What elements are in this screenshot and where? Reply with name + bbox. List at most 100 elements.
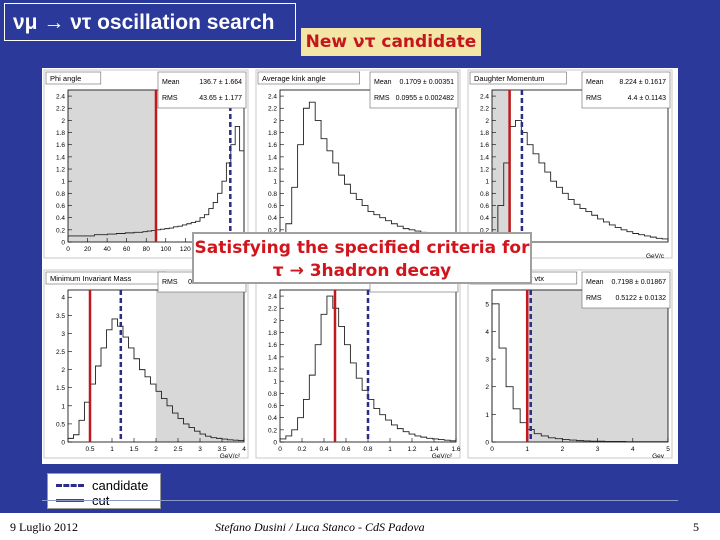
- panel-5-histogram: [491, 303, 669, 443]
- panel-3-histogram: [67, 318, 245, 442]
- panel-0-xtick-label-1: 20: [84, 246, 92, 253]
- panel-2-ytick-label-10: 2: [485, 118, 489, 125]
- panel-2-axes: [491, 89, 669, 243]
- panel-0-title: Phi angle: [50, 74, 81, 83]
- panel-3-xtick-label-1: 1: [110, 446, 114, 453]
- panel-1-title-box: [257, 71, 360, 85]
- panel-3-xtick-label-2: 1.5: [129, 446, 138, 453]
- panel-5-stat-value-1: 0.5122 ± 0.0132: [615, 295, 666, 302]
- slide-title: νμ → ντ oscillation search: [4, 3, 296, 41]
- panel-3-ytick-label-1: 0.5: [56, 421, 65, 428]
- panel-0-ytick-label-11: 2.2: [56, 106, 65, 113]
- panel-1-ytick-label-4: 0.8: [268, 191, 277, 198]
- candidate-swatch: [56, 483, 84, 487]
- panel-0-xtick-label-3: 60: [123, 246, 131, 253]
- panel-1-stat-value-0: 0.1709 ± 0.00351: [400, 79, 455, 86]
- panel-4-ytick-label-7: 1.4: [268, 354, 277, 361]
- panel-0-ytick-label-1: 0.2: [56, 227, 65, 234]
- panel-5-shaded-region: [527, 290, 668, 442]
- panel-2-stats-box: [581, 71, 671, 109]
- panel-5-xtick-label-1: 1: [525, 446, 529, 453]
- panel-0-histogram: [67, 126, 245, 242]
- panel-4-xunit: GeV/c²: [432, 453, 453, 460]
- panel-3-ytick-label-5: 2.5: [56, 349, 65, 356]
- panel-3-xtick-label-6: 3.5: [217, 446, 226, 453]
- panel-1-ytick-label-9: 1.8: [268, 130, 277, 137]
- panel-2-title-box: [469, 71, 567, 85]
- panel-1-ytick-label-1: 0.2: [268, 227, 277, 234]
- panel-4-xtick-label-0: 0: [278, 446, 282, 453]
- panel-5-xtick-label-5: 5: [666, 446, 670, 453]
- panel-2-ytick-label-4: 0.8: [480, 191, 489, 198]
- panel-0-xtick-label-2: 40: [103, 246, 111, 253]
- panel-0-ytick-label-4: 0.8: [56, 191, 65, 198]
- panel-4-frame: [255, 269, 461, 459]
- panel-5-ytick-label-0: 0: [485, 440, 489, 447]
- panel-5-stat-name-1: RMS: [586, 295, 602, 302]
- panel-0-ytick-label-10: 2: [61, 118, 65, 125]
- panel-5-stat-value-0: 0.7198 ± 0.01867: [612, 279, 667, 286]
- panel-0-xtick-label-5: 100: [160, 246, 171, 253]
- panel-5-xtick-label-3: 3: [596, 446, 600, 453]
- panel-2-ytick-label-7: 1.4: [480, 154, 489, 161]
- panel-3-ytick-label-8: 4: [61, 295, 65, 302]
- panel-1-stat-name-1: RMS: [374, 95, 390, 102]
- panel-3-xtick-label-4: 2.5: [173, 446, 182, 453]
- panel-3-ytick-label-7: 3.5: [56, 313, 65, 320]
- legend-candidate: candidate: [56, 478, 148, 493]
- panel-4-xtick-label-2: 0.4: [319, 446, 328, 453]
- panel-4-ytick-label-0: 0: [273, 440, 277, 447]
- panel-3-ytick-label-4: 2: [61, 367, 65, 374]
- panel-2-stat-name-0: Mean: [586, 79, 604, 86]
- panel-1-ytick-label-3: 0.6: [268, 203, 277, 210]
- footer-page-number: 5: [693, 520, 699, 534]
- panel-0-stat-name-1: RMS: [162, 95, 178, 102]
- panel-1-stats-box: [369, 71, 459, 109]
- panel-1-ytick-label-6: 1.2: [268, 167, 277, 174]
- panel-2-ytick-label-11: 2.2: [480, 106, 489, 113]
- panel-4-xtick-label-6: 1.2: [407, 446, 416, 453]
- panel-0-stat-value-0: 136.7 ± 1.664: [199, 79, 242, 86]
- panel-1-ytick-label-2: 0.4: [268, 215, 277, 222]
- panel-2-xunit: GeV/c: [646, 253, 665, 260]
- panel-2-ytick-label-2: 0.4: [480, 215, 489, 222]
- panel-2-stat-name-1: RMS: [586, 95, 602, 102]
- panel-2-ytick-label-8: 1.6: [480, 142, 489, 149]
- panel-5-xtick-label-2: 2: [561, 446, 565, 453]
- panel-0-xtick-label-4: 80: [143, 246, 151, 253]
- panel-5-xtick-label-0: 0: [490, 446, 494, 453]
- callout-line-2: τ → 3hadron decay: [272, 261, 452, 281]
- panel-5-ytick-label-2: 2: [485, 384, 489, 391]
- panel-4-ytick-label-12: 2.4: [268, 294, 277, 301]
- panel-0-ytick-label-6: 1.2: [56, 167, 65, 174]
- panel-4-ytick-label-5: 1: [273, 379, 277, 386]
- panel-2-shaded-region: [492, 90, 510, 242]
- panel-2-title: Daughter Momentum: [474, 74, 544, 83]
- panel-3-stat-name-0: RMS: [162, 279, 178, 286]
- panel-4-xtick-label-8: 1.6: [451, 446, 460, 453]
- panel-5-xunit: Gev: [652, 453, 665, 460]
- panel-2-ytick-label-9: 1.8: [480, 130, 489, 137]
- panel-4-ytick-label-6: 1.2: [268, 367, 277, 374]
- panel-0-shaded-region: [68, 90, 156, 242]
- panel-2-ytick-label-3: 0.6: [480, 203, 489, 210]
- panel-0-stat-value-1: 43.65 ± 1.177: [199, 95, 242, 102]
- histogram-panels: 00.20.40.60.811.21.41.61.822.22.40 20 40 60…: [43, 69, 673, 460]
- panel-5-xtick-label-4: 4: [631, 446, 635, 453]
- panel-4-ytick-label-3: 0.6: [268, 403, 277, 410]
- panel-4-ytick-label-2: 0.4: [268, 415, 277, 422]
- panel-0-ytick-label-7: 1.4: [56, 154, 65, 161]
- panel-0-stat-name-0: Mean: [162, 79, 180, 86]
- panel-0-ytick-label-9: 1.8: [56, 130, 65, 137]
- panel-0-ytick-label-12: 2.4: [56, 94, 65, 101]
- panel-3-ytick-label-3: 1.5: [56, 385, 65, 392]
- panel-3-xtick-label-7: 4: [242, 446, 246, 453]
- panel-5-stat-name-0: Mean: [586, 279, 604, 286]
- panel-0-xtick-label-0: 0: [66, 246, 70, 253]
- panel-1-ytick-label-11: 2.2: [268, 106, 277, 113]
- panel-5-ytick-label-3: 3: [485, 357, 489, 364]
- panel-3-ytick-label-6: 3: [61, 331, 65, 338]
- panel-0-ytick-label-8: 1.6: [56, 142, 65, 149]
- panel-4-xtick-label-4: 0.8: [363, 446, 372, 453]
- footer-separator: [42, 500, 678, 501]
